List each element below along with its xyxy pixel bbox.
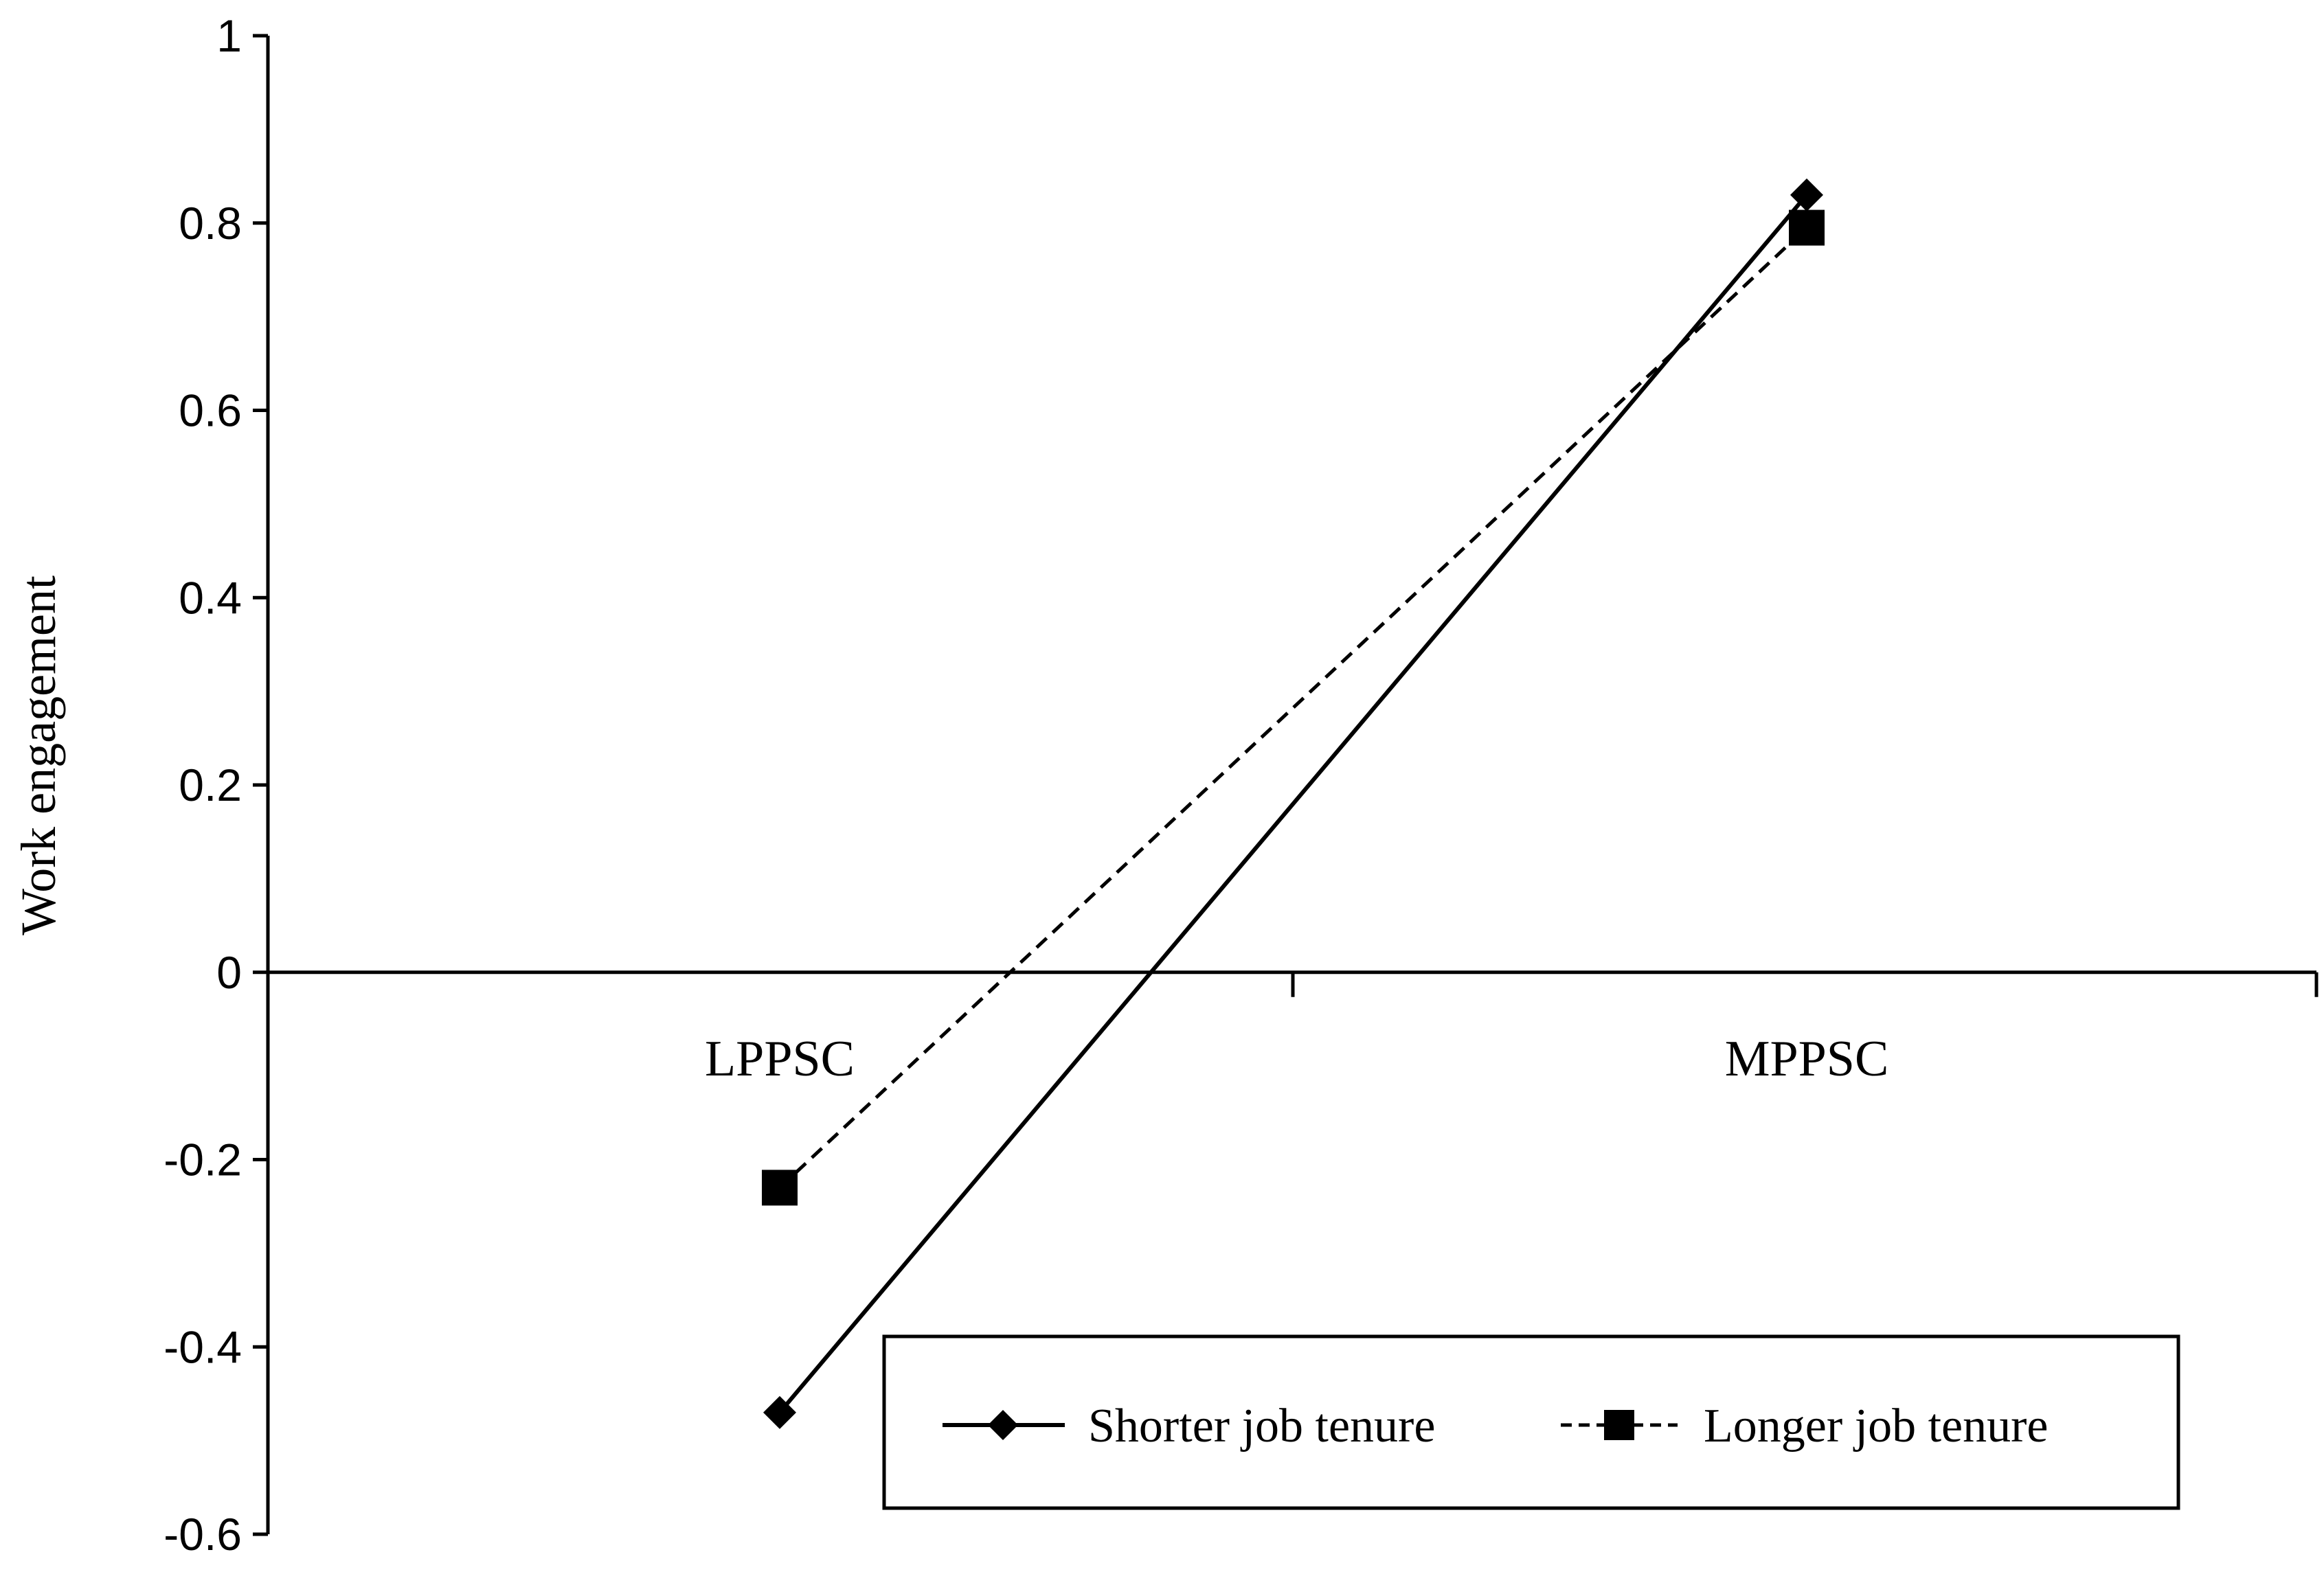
data-point [763, 1396, 796, 1429]
legend-label: Longer job tenure [1704, 1400, 2048, 1453]
series-2 [762, 209, 1825, 1206]
legend-marker [988, 1410, 1018, 1440]
legend-box [882, 1334, 2180, 1510]
category-label: MPPSC [1725, 1031, 1889, 1087]
y-tick-label: 0 [216, 947, 242, 998]
y-tick-label: 0.2 [179, 760, 242, 810]
y-tick-label: 1 [216, 10, 242, 61]
data-point [1789, 209, 1825, 246]
y-tick-label: 0.4 [179, 572, 242, 623]
legend-marker [1604, 1410, 1634, 1440]
legend: Shorter job tenure Longer job tenure [882, 1334, 2180, 1510]
legend-label: Shorter job tenure [1088, 1400, 1435, 1453]
y-tick-label: -0.4 [163, 1321, 242, 1372]
axes [266, 36, 2316, 1534]
y-tick-label: 0.6 [179, 385, 242, 436]
data-point [1790, 178, 1823, 212]
y-axis-label: Work engagement [11, 576, 66, 935]
series-1 [763, 178, 1823, 1429]
y-tick-label: -0.2 [163, 1135, 242, 1185]
category-labels: LPPSC MPPSC [705, 1031, 1888, 1087]
y-ticks: 1 0.8 0.6 0.4 0.2 0 -0.2 -0.4 -0.6 [163, 10, 268, 1560]
x-ticks [1291, 972, 2319, 997]
data-point [762, 1170, 798, 1206]
series-line [778, 193, 1809, 1414]
legend-item: Shorter job tenure [943, 1400, 1435, 1453]
legend-item: Longer job tenure [1561, 1400, 2048, 1453]
series-layer [762, 178, 1825, 1429]
y-tick-label: -0.6 [163, 1509, 242, 1560]
series-line [778, 226, 1808, 1189]
legend-items: Shorter job tenure Longer job tenure [943, 1400, 2048, 1453]
category-label: LPPSC [705, 1031, 855, 1087]
y-tick-label: 0.8 [179, 198, 242, 249]
